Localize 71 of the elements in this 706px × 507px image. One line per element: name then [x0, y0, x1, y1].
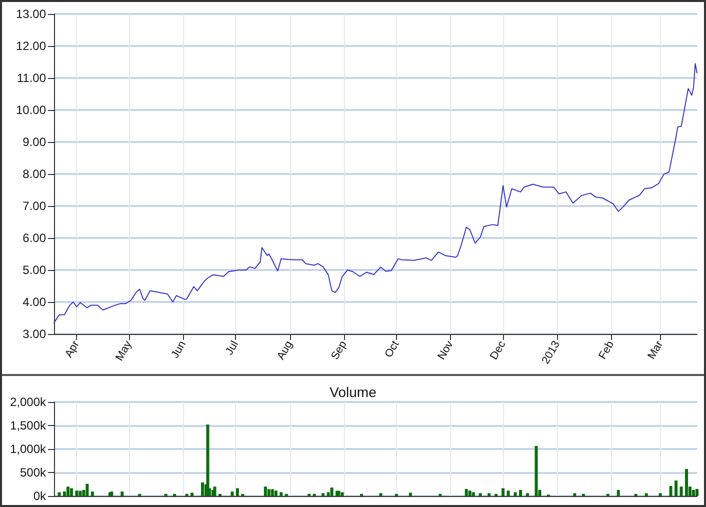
bar: [680, 486, 683, 496]
bar: [267, 489, 270, 496]
y-tick-label: 7.00: [22, 199, 46, 213]
bar: [280, 492, 283, 496]
bar: [502, 488, 505, 496]
bar: [330, 488, 334, 496]
bar: [90, 492, 94, 496]
y-tick-label: 500k: [20, 466, 47, 480]
bar: [379, 493, 382, 496]
x-tick-label: Oct: [382, 339, 402, 360]
bar: [669, 486, 672, 496]
bar: [86, 484, 89, 496]
bar: [573, 493, 576, 496]
bar: [468, 490, 472, 496]
y-tick-label: 11.00: [16, 71, 46, 85]
x-tick-label: Feb: [596, 339, 617, 362]
bar: [264, 486, 267, 496]
bar: [230, 492, 234, 496]
bar: [190, 492, 194, 496]
bar: [526, 493, 530, 496]
bar: [534, 446, 538, 496]
y-tick-label: 10.00: [16, 103, 46, 117]
bar: [274, 490, 278, 496]
y-tick-label: 1,500k: [10, 418, 47, 432]
bar: [236, 488, 239, 496]
x-tick-label: Dec: [488, 338, 508, 362]
bar: [674, 480, 678, 496]
bar: [66, 486, 70, 496]
line-series: [54, 63, 698, 324]
y-tick-label: 1,000k: [10, 442, 47, 456]
bar: [206, 424, 210, 496]
bar: [692, 490, 696, 496]
x-tick-label: Jun: [169, 339, 188, 360]
bar: [78, 490, 82, 496]
bar: [120, 492, 124, 496]
bar: [478, 493, 482, 496]
bar: [506, 490, 510, 496]
bar: [70, 488, 73, 496]
x-tick-label: Jul: [224, 339, 241, 358]
y-tick-label: 5.00: [22, 263, 46, 277]
bar: [58, 492, 61, 496]
chart-title: Volume: [330, 384, 377, 400]
bar: [213, 486, 216, 496]
y-tick-label: 13.00: [16, 7, 46, 21]
bar: [472, 492, 475, 496]
y-tick-label: 2,000k: [10, 395, 47, 409]
y-tick-label: 6.00: [22, 231, 46, 245]
bar: [340, 492, 344, 496]
bar: [519, 490, 522, 496]
x-tick-label: Apr: [62, 338, 82, 360]
bar: [201, 482, 204, 496]
y-tick-label: 8.00: [22, 167, 46, 181]
y-tick-label: 4.00: [22, 295, 46, 309]
bar: [696, 488, 698, 496]
bar: [514, 492, 517, 496]
bar: [685, 468, 688, 496]
bar: [488, 493, 491, 496]
bar: [75, 490, 78, 496]
bar: [464, 488, 468, 496]
y-tick-label: 3.00: [22, 327, 46, 341]
y-tick-label: 12.00: [16, 39, 46, 53]
bar: [644, 493, 648, 496]
bar: [270, 489, 274, 496]
bar: [658, 493, 662, 496]
x-tick-label: Mar: [646, 338, 666, 362]
y-tick-label: 0k: [33, 489, 47, 503]
x-tick-label: Sep: [329, 339, 350, 362]
bar: [322, 493, 325, 496]
y-tick-label: 9.00: [22, 135, 46, 149]
bar: [616, 490, 620, 496]
bar: [408, 492, 412, 496]
